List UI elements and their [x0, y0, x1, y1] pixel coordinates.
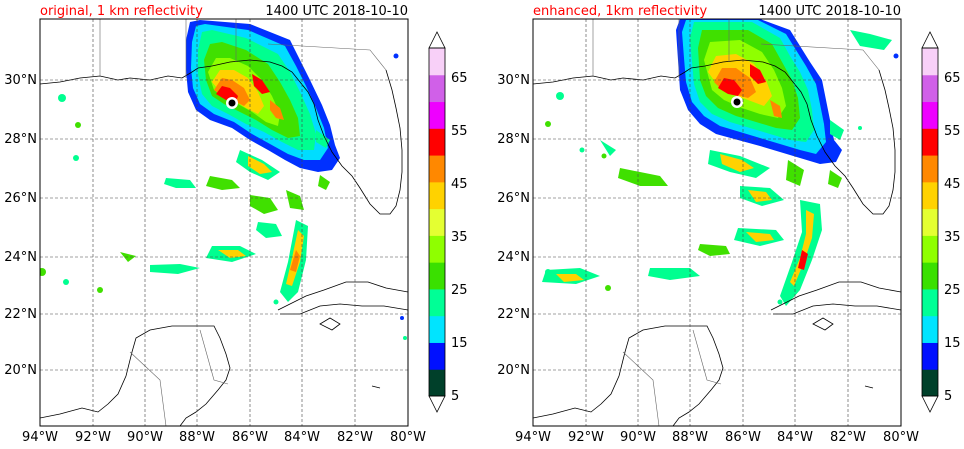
colorbar-label: 65 [944, 71, 961, 86]
colorbar-label: 5 [944, 389, 952, 404]
colorbar-segment [429, 155, 445, 183]
colorbar-segment [922, 101, 938, 129]
colorbar-extend-bottom [428, 395, 446, 413]
colorbar-segment [922, 181, 938, 210]
colorbar [921, 31, 939, 413]
panel-timestamp: 1400 UTC 2018-10-10 [758, 4, 901, 19]
colorbar-segment [429, 262, 445, 290]
map-frame [532, 18, 902, 427]
colorbar-segment [429, 315, 445, 343]
colorbar [428, 31, 446, 413]
x-tick-label: 90°W [620, 430, 656, 445]
colorbar-segment [922, 48, 938, 76]
colorbar-segment [922, 262, 938, 290]
y-tick-label: 28°N [497, 132, 530, 147]
graticule [40, 19, 408, 426]
colorbar-segment [922, 369, 938, 397]
reflectivity-field [542, 19, 899, 306]
x-tick-label: 84°W [777, 430, 813, 445]
y-tick-label: 20°N [497, 363, 530, 378]
y-tick-label: 26°N [4, 191, 37, 206]
y-tick-label: 24°N [497, 250, 530, 265]
colorbar-label: 25 [944, 283, 961, 298]
x-tick-label: 80°W [390, 430, 426, 445]
colorbar-segment [922, 74, 938, 103]
colorbar-label: 45 [451, 177, 468, 192]
colorbar-frame [921, 47, 939, 397]
y-tick-label: 26°N [497, 191, 530, 206]
colorbar-extend-bottom [921, 395, 939, 413]
colorbar-segment [922, 208, 938, 236]
y-axis-labels: 30°N 28°N 26°N 24°N 22°N 20°N [497, 73, 530, 378]
panel-original: original, 1 km reflectivity 1400 UTC 201… [4, 4, 467, 445]
y-axis-labels: 30°N 28°N 26°N 24°N 22°N 20°N [4, 73, 37, 378]
colorbar-labels: 5 15 25 35 45 55 65 [944, 71, 961, 404]
x-tick-label: 86°W [725, 430, 761, 445]
x-tick-label: 94°W [515, 430, 551, 445]
colorbar-label: 45 [944, 177, 961, 192]
x-tick-label: 90°W [127, 430, 163, 445]
y-tick-label: 30°N [497, 73, 530, 88]
colorbar-segment [922, 288, 938, 317]
colorbar-segment [922, 155, 938, 183]
colorbar-label: 5 [451, 389, 459, 404]
colorbar-label: 55 [451, 124, 468, 139]
x-tick-label: 86°W [232, 430, 268, 445]
colorbar-segment [429, 235, 445, 263]
x-tick-label: 94°W [22, 430, 58, 445]
panel-enhanced: enhanced, 1km reflectivity 1400 UTC 2018… [497, 4, 960, 445]
map-frame [39, 18, 409, 427]
colorbar-segment [429, 74, 445, 103]
x-tick-label: 92°W [75, 430, 111, 445]
colorbar-label: 15 [451, 336, 468, 351]
colorbar-extend-top [428, 31, 446, 49]
x-axis-labels: 94°W 92°W 90°W 88°W 86°W 84°W 82°W 80°W [22, 430, 426, 445]
x-tick-label: 88°W [672, 430, 708, 445]
colorbar-label: 15 [944, 336, 961, 351]
y-tick-label: 24°N [4, 250, 37, 265]
x-tick-label: 92°W [568, 430, 604, 445]
colorbar-label: 25 [451, 283, 468, 298]
colorbar-segment [429, 48, 445, 76]
colorbar-segment [922, 235, 938, 263]
colorbar-segment [429, 369, 445, 397]
colorbar-segment [429, 101, 445, 129]
colorbar-labels: 5 15 25 35 45 55 65 [451, 71, 468, 404]
x-tick-label: 82°W [830, 430, 866, 445]
colorbar-segment [922, 315, 938, 343]
colorbar-segment [429, 181, 445, 210]
y-tick-label: 30°N [4, 73, 37, 88]
x-tick-label: 88°W [179, 430, 215, 445]
colorbar-segment [429, 128, 445, 156]
x-tick-label: 82°W [337, 430, 373, 445]
x-tick-label: 84°W [284, 430, 320, 445]
coastlines [533, 19, 901, 426]
panel-title: enhanced, 1km reflectivity [533, 4, 707, 19]
graticule [533, 19, 901, 426]
map-area [40, 19, 408, 426]
x-axis-labels: 94°W 92°W 90°W 88°W 86°W 84°W 82°W 80°W [515, 430, 919, 445]
y-tick-label: 20°N [4, 363, 37, 378]
colorbar-segment [922, 342, 938, 370]
colorbar-label: 65 [451, 71, 468, 86]
colorbar-segment [429, 288, 445, 317]
panel-title: original, 1 km reflectivity [40, 4, 203, 19]
colorbar-extend-top [921, 31, 939, 49]
colorbar-label: 35 [944, 230, 961, 245]
y-tick-label: 22°N [497, 307, 530, 322]
colorbar-label: 55 [944, 124, 961, 139]
y-tick-label: 22°N [4, 307, 37, 322]
colorbar-segment [429, 208, 445, 236]
y-tick-label: 28°N [4, 132, 37, 147]
colorbar-segment [922, 128, 938, 156]
colorbar-frame [428, 47, 446, 397]
map-area [533, 19, 901, 426]
colorbar-label: 35 [451, 230, 468, 245]
panel-timestamp: 1400 UTC 2018-10-10 [265, 4, 408, 19]
reflectivity-field [40, 20, 407, 340]
colorbar-segment [429, 342, 445, 370]
x-tick-label: 80°W [883, 430, 919, 445]
